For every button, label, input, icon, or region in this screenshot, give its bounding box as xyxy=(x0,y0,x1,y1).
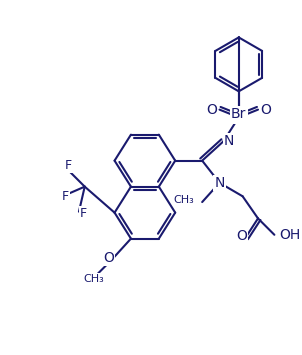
Text: O: O xyxy=(236,229,247,243)
Text: F: F xyxy=(62,190,69,203)
Text: Br: Br xyxy=(231,108,246,121)
Text: O: O xyxy=(206,103,217,117)
Text: O: O xyxy=(260,103,271,117)
Text: F: F xyxy=(80,207,87,220)
Text: OH: OH xyxy=(279,228,300,242)
Text: CH₃: CH₃ xyxy=(83,274,104,284)
Text: S: S xyxy=(234,109,243,124)
Text: F: F xyxy=(65,159,72,172)
Text: CH₃: CH₃ xyxy=(174,195,194,205)
Text: N: N xyxy=(224,135,234,148)
Text: O: O xyxy=(103,251,114,265)
Text: N: N xyxy=(214,176,225,190)
